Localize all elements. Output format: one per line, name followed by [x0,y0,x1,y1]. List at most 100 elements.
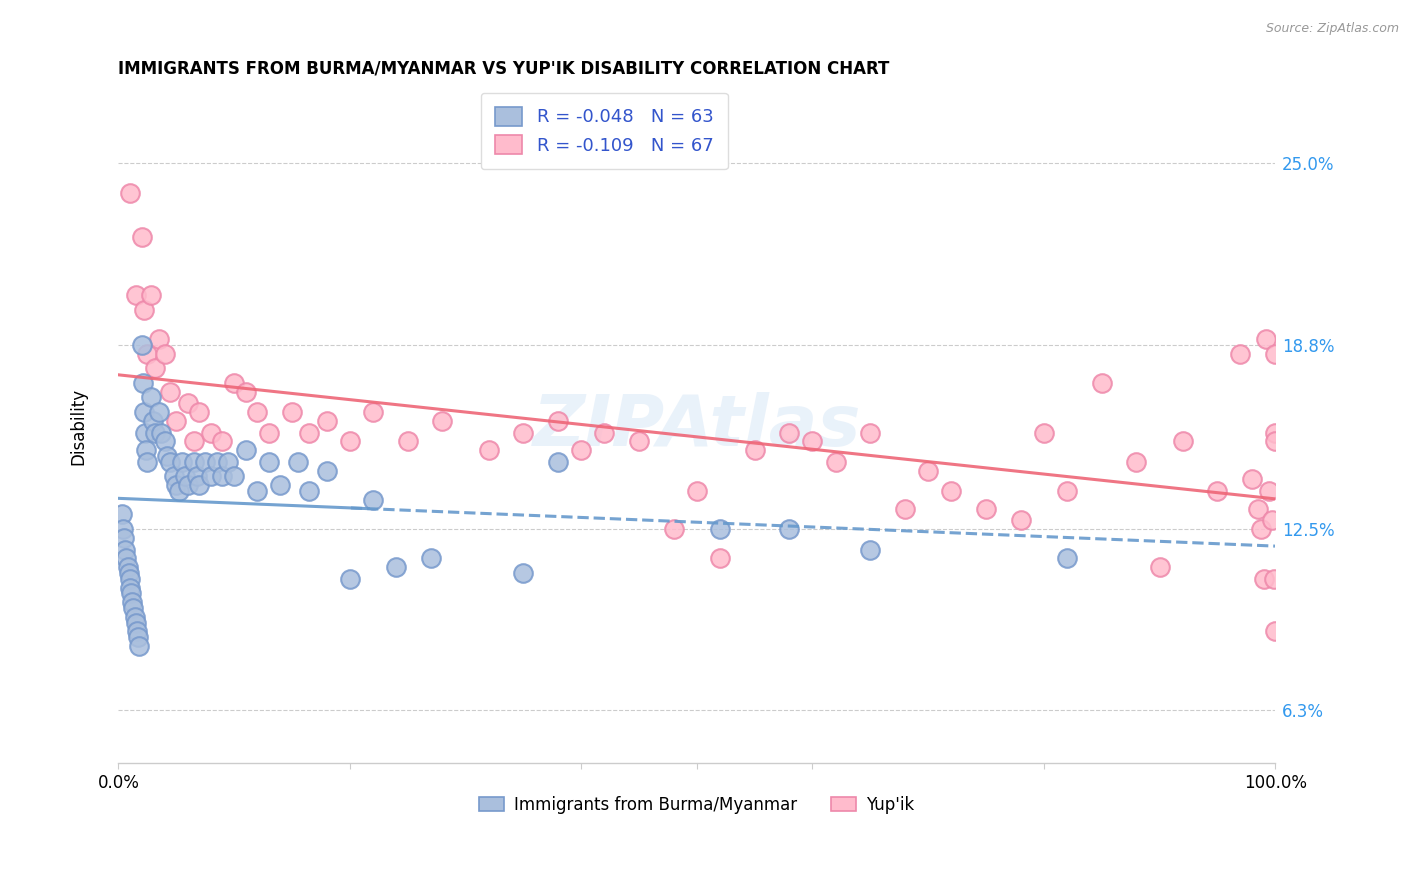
Text: ZIPAtlas: ZIPAtlas [533,392,860,461]
Point [1229,346,1251,360]
Point [315,464,337,478]
Point [118,572,141,586]
Point [1125,455,1147,469]
Point [257,455,280,469]
Point [205,455,228,469]
Point [1010,513,1032,527]
Point [709,551,731,566]
Point [200,425,222,440]
Point [1241,472,1264,486]
Point [125,288,148,302]
Point [115,551,138,566]
Point [114,542,136,557]
Point [131,376,153,390]
Point [547,455,569,469]
Point [217,455,239,469]
Point [257,425,280,440]
Point [477,443,499,458]
Point [132,302,155,317]
Point [1264,624,1286,639]
Text: Disability: Disability [69,388,87,466]
Point [1260,513,1282,527]
Point [186,469,208,483]
Point [859,542,882,557]
Point [222,469,245,483]
Text: IMMIGRANTS FROM BURMA/MYANMAR VS YUP'IK DISABILITY CORRELATION CHART: IMMIGRANTS FROM BURMA/MYANMAR VS YUP'IK … [118,60,890,78]
Point [361,405,384,419]
Point [1056,484,1078,499]
Point [125,624,148,639]
Point [159,384,181,399]
Point [1171,434,1194,449]
Point [111,508,134,522]
Point [145,425,167,440]
Point [235,384,257,399]
Point [1250,522,1272,536]
Point [150,425,173,440]
Point [121,595,143,609]
Point [174,469,197,483]
Point [1206,484,1229,499]
Point [134,425,156,440]
Point [131,338,153,352]
Point [419,551,441,566]
Point [686,484,709,499]
Point [211,469,233,483]
Point [287,455,309,469]
Point [941,484,963,499]
Point [136,346,159,360]
Point [917,464,939,478]
Point [131,229,153,244]
Point [1032,425,1054,440]
Point [117,560,139,574]
Point [124,610,146,624]
Point [148,332,170,346]
Point [183,455,205,469]
Point [112,531,135,545]
Point [1253,572,1275,586]
Point [153,434,176,449]
Point [1264,434,1286,449]
Point [170,455,193,469]
Point [778,425,800,440]
Point [167,484,190,499]
Point [148,405,170,419]
Point [246,405,269,419]
Point [385,560,408,574]
Point [801,434,824,449]
Point [246,484,269,499]
Point [281,405,304,419]
Point [188,478,211,492]
Point [142,414,165,428]
Point [132,405,155,419]
Point [165,414,187,428]
Point [118,566,141,580]
Point [662,522,685,536]
Point [118,581,141,595]
Text: Source: ZipAtlas.com: Source: ZipAtlas.com [1265,22,1399,36]
Point [120,586,142,600]
Point [315,414,337,428]
Point [183,434,205,449]
Point [177,478,200,492]
Point [339,434,361,449]
Point [1247,501,1270,516]
Point [1264,346,1286,360]
Point [512,566,534,580]
Point [569,443,592,458]
Point [200,469,222,483]
Point [269,478,291,492]
Point [194,455,217,469]
Point [894,501,917,516]
Point [1254,332,1277,346]
Point [165,478,187,492]
Point [1091,376,1114,390]
Point [1264,425,1286,440]
Point [163,469,186,483]
Point [127,630,149,644]
Point [136,455,159,469]
Point [824,455,846,469]
Point [128,639,150,653]
Point [111,522,134,536]
Point [1149,560,1171,574]
